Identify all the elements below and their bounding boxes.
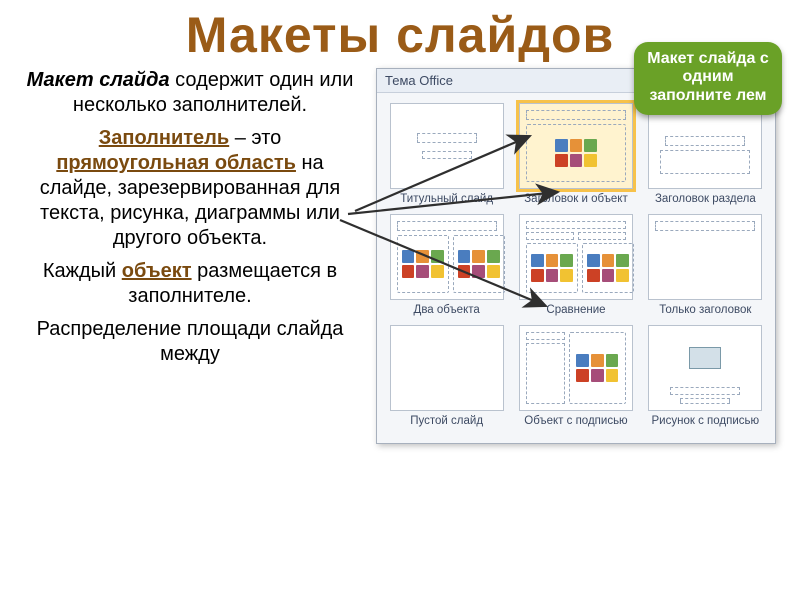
layout-option-title[interactable]: Титульный слайд bbox=[385, 103, 508, 206]
layout-option-blank[interactable]: Пустой слайд bbox=[385, 325, 508, 428]
paragraph-2: Заполнитель – это прямоугольная область … bbox=[26, 126, 354, 251]
layout-thumbnail bbox=[648, 214, 762, 300]
layout-thumbnail bbox=[519, 103, 633, 189]
layout-option-title-only[interactable]: Только заголовок bbox=[644, 214, 767, 317]
layout-thumbnail bbox=[648, 103, 762, 189]
layout-caption: Пустой слайд bbox=[385, 415, 508, 428]
layout-option-comparison[interactable]: Сравнение bbox=[514, 214, 637, 317]
paragraph-3: Каждый объект размещается в заполнителе. bbox=[26, 259, 354, 309]
callout-bubble: Макет слайда с одним заполните лем bbox=[634, 42, 782, 115]
layout-thumbnail bbox=[519, 214, 633, 300]
layout-thumbnail bbox=[519, 325, 633, 411]
layout-caption: Два объекта bbox=[385, 304, 508, 317]
layout-caption: Сравнение bbox=[514, 304, 637, 317]
paragraph-1: Макет слайда содержит один или несколько… bbox=[26, 68, 354, 118]
layout-thumbnail bbox=[648, 325, 762, 411]
layout-option-title-content[interactable]: Заголовок и объект bbox=[514, 103, 637, 206]
layout-thumbnail bbox=[390, 325, 504, 411]
layout-caption: Заголовок раздела bbox=[644, 193, 767, 206]
layout-option-section[interactable]: Заголовок раздела bbox=[644, 103, 767, 206]
layout-option-content-cap[interactable]: Объект с подписью bbox=[514, 325, 637, 428]
layout-option-two-content[interactable]: Два объекта bbox=[385, 214, 508, 317]
layout-thumbnail bbox=[390, 103, 504, 189]
paragraph-4: Распределение площади слайда между bbox=[26, 317, 354, 367]
layout-caption: Заголовок и объект bbox=[514, 193, 637, 206]
layout-thumbnail bbox=[390, 214, 504, 300]
layout-caption: Титульный слайд bbox=[385, 193, 508, 206]
layout-caption: Только заголовок bbox=[644, 304, 767, 317]
layout-caption: Рисунок с подписью bbox=[644, 415, 767, 428]
body-text: Макет слайда содержит один или несколько… bbox=[0, 68, 370, 444]
layout-option-pic-cap[interactable]: Рисунок с подписью bbox=[644, 325, 767, 428]
layout-gallery-panel: Тема Office Титульный слайдЗаголовок и о… bbox=[376, 68, 776, 444]
layout-caption: Объект с подписью bbox=[514, 415, 637, 428]
